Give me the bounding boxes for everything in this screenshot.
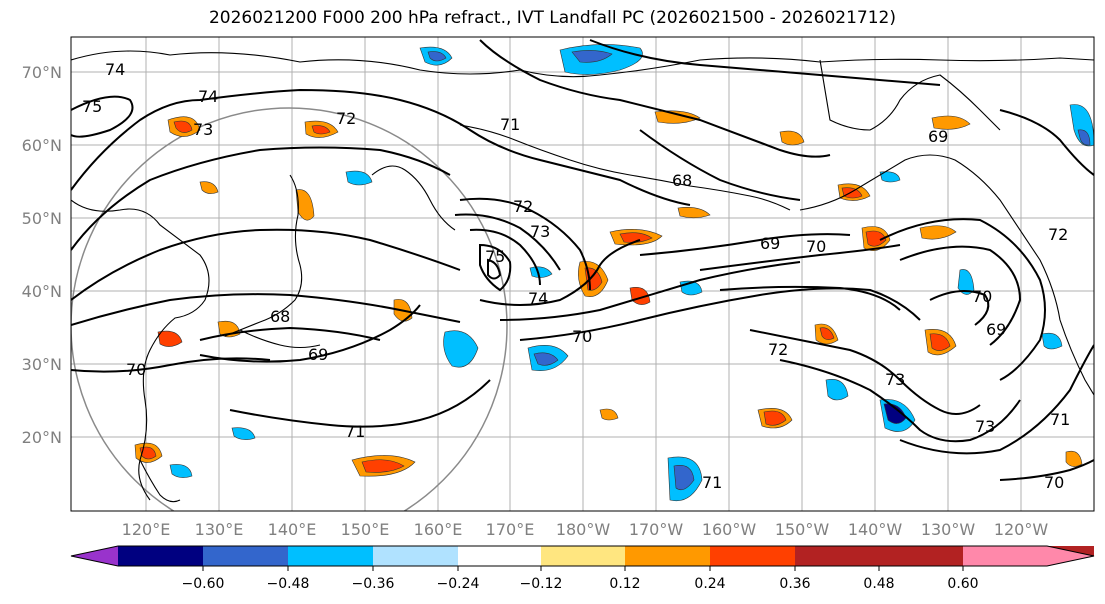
contour-label: 72 [1048,225,1068,244]
colorbar-segment [458,546,541,566]
lon-label: 150°E [341,520,390,539]
contour-label: 73 [885,370,905,389]
contour-label: 74 [198,87,218,106]
colorbar-tick-label: −0.36 [352,576,395,592]
colorbar-tick-label: −0.60 [182,576,225,592]
contour-label: 72 [336,109,356,128]
lon-label: 170°W [629,520,684,539]
contour-lines [71,39,1094,481]
colorbar-tick-label: 0.24 [694,576,725,592]
colorbar-segment [203,546,288,566]
lat-label: 30°N [22,355,62,374]
lon-label: 150°W [775,520,830,539]
colorbar-extend-right-tip [963,546,1094,566]
lon-label: 120°E [122,520,171,539]
contour-label: 71 [1050,410,1070,429]
contour-label: 73 [975,417,995,436]
contour-label: 72 [768,340,788,359]
colorbar-segment [118,546,203,566]
colorbar-segment [625,546,710,566]
lat-label: 20°N [22,428,62,447]
colorbar-ticks [202,566,964,571]
lon-label: 120°W [994,520,1049,539]
colorbar-outline [70,545,1095,567]
lon-label: 140°W [848,520,903,539]
colorbar-extend-left [71,546,118,566]
contour-label: 75 [82,97,102,116]
contour-label: 71 [702,473,722,492]
lon-label: 180°W [556,520,611,539]
contour-label: 70 [1044,473,1064,492]
range-circle [71,107,508,511]
contour-label: 73 [530,222,550,241]
contour-label: 69 [308,345,328,364]
shaded-anomalies [134,44,1094,502]
contour-label: 69 [760,234,780,253]
coastlines [71,50,1094,503]
colorbar: −0.60 −0.48 −0.36 −0.24 −0.12 0.12 0.24 … [70,545,1095,592]
colorbar-tick-label: 0.60 [947,576,978,592]
contour-label: 70 [806,237,826,256]
colorbar-segment [795,546,879,566]
lon-label: 160°E [414,520,463,539]
lon-label: 170°E [486,520,535,539]
lon-label: 130°W [921,520,976,539]
contour-label: 70 [126,360,146,379]
map-frame [70,36,1095,512]
colorbar-tick-label: −0.48 [267,576,310,592]
contour-label: 73 [193,120,213,139]
contour-label: 72 [513,197,533,216]
lat-label: 50°N [22,209,62,228]
lon-label: 140°E [268,520,317,539]
colorbar-tick-label: 0.48 [863,576,894,592]
contour-label: 74 [528,289,548,308]
map-title: 2026021200 F000 200 hPa refract., IVT La… [208,8,896,28]
colorbar-tick-label: 0.36 [779,576,810,592]
contour-label: 68 [672,171,692,190]
colorbar-segment [288,546,373,566]
colorbar-segment [373,546,458,566]
colorbar-tick-label: −0.24 [437,576,480,592]
contour-label: 75 [485,247,505,266]
contour-label: 69 [928,127,948,146]
lat-label: 40°N [22,282,62,301]
colorbar-tick-label: −0.12 [520,576,563,592]
contour-label: 70 [572,327,592,346]
colorbar-tick-label: 0.12 [609,576,640,592]
colorbar-segment [541,546,625,566]
contour-label: 71 [345,422,365,441]
longitude-labels: 120°E 130°E 140°E 150°E 160°E 170°E 180°… [122,520,1049,539]
contour-label: 71 [500,115,520,134]
colorbar-segment [710,546,795,566]
latitude-labels: 70°N 60°N 50°N 40°N 30°N 20°N [22,63,62,447]
contour-label: 69 [986,320,1006,339]
lon-label: 130°E [195,520,244,539]
lat-label: 70°N [22,63,62,82]
contour-label: 70 [972,287,992,306]
lat-label: 60°N [22,136,62,155]
map-panel: 74 75 74 73 72 71 68 72 73 75 74 70 69 7… [71,37,1094,511]
contour-label-group: 74 75 74 73 72 71 68 72 73 75 74 70 69 7… [82,60,1070,492]
lon-label: 160°W [702,520,757,539]
contour-label: 74 [105,60,125,79]
contour-label: 68 [270,307,290,326]
